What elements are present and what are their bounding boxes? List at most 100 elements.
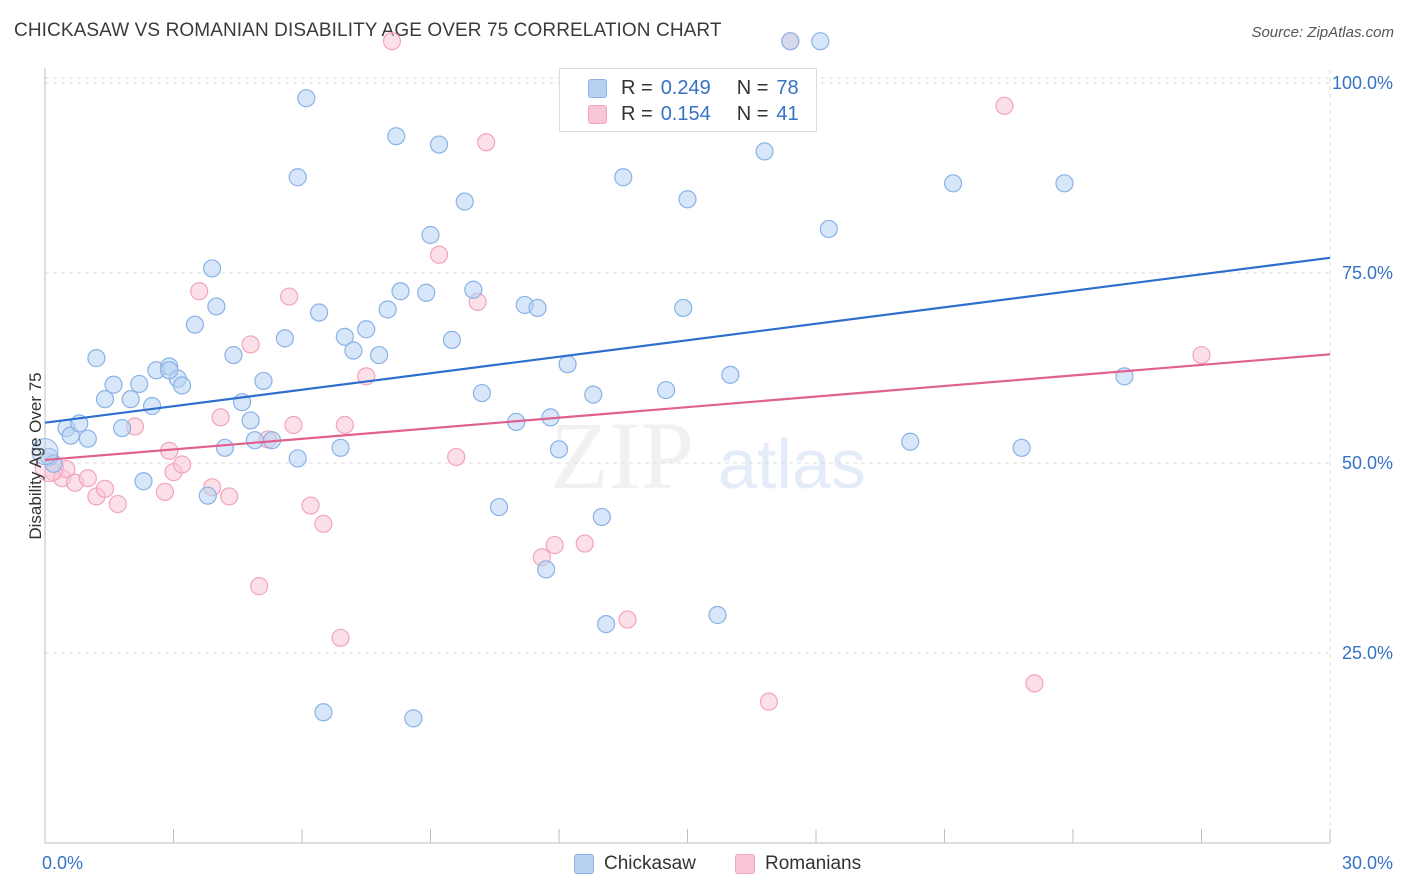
trend-lines: [44, 256, 1331, 462]
chickasaw-point: [215, 438, 234, 457]
chickasaw-point: [1012, 438, 1031, 457]
romanians-point: [220, 487, 239, 506]
romanians-point: [477, 133, 496, 152]
romanians-point: [250, 577, 269, 596]
n-label: N =: [736, 76, 769, 99]
romanians-point: [331, 628, 350, 647]
chickasaw-point: [656, 380, 676, 400]
chickasaw-n-value: 78: [776, 76, 799, 99]
romanians-point: [1025, 674, 1044, 693]
chickasaw-point: [160, 361, 179, 380]
chickasaw-point: [901, 432, 920, 451]
chickasaw-point: [592, 507, 611, 527]
chickasaw-point: [721, 365, 740, 384]
chickasaw-point: [297, 89, 316, 108]
romanians-point: [108, 494, 127, 514]
legend-row-romanians: R = 0.154 N = 41: [588, 102, 799, 126]
chickasaw-point: [254, 371, 273, 391]
chickasaw-point: [819, 219, 838, 239]
chickasaw-point: [357, 320, 376, 339]
romanians-point: [211, 408, 230, 427]
romanians-point: [335, 415, 354, 435]
chickasaw-point: [455, 192, 474, 211]
chickasaw-point: [78, 429, 97, 448]
chickasaw-point: [429, 135, 449, 154]
romanians-legend-swatch: [735, 854, 755, 874]
romanians-points: [34, 32, 1211, 711]
chickasaw-point: [207, 297, 226, 316]
y-tick-label: 100.0%: [1332, 73, 1393, 93]
r-label: R =: [621, 102, 653, 125]
romanians-n-value: 41: [776, 102, 799, 125]
chickasaw-point: [87, 349, 106, 368]
x-tick-label-right: 30.0%: [1342, 853, 1393, 873]
chickasaw-point: [537, 560, 556, 579]
chickasaw-point: [811, 32, 830, 51]
chickasaw-point: [464, 280, 483, 299]
chickasaw-swatch: [588, 78, 607, 98]
chickasaw-point: [130, 374, 149, 394]
chickasaw-point: [245, 431, 264, 450]
chickasaw-point: [95, 390, 115, 409]
chickasaw-point: [597, 615, 616, 634]
chickasaw-point: [331, 438, 350, 457]
chickasaw-point: [391, 282, 410, 301]
chickasaw-point: [528, 298, 547, 318]
romanians-point: [155, 482, 175, 501]
chickasaw-point: [198, 486, 217, 505]
chickasaw-point: [104, 375, 123, 394]
chickasaw-point: [134, 472, 153, 491]
chickasaw-point: [1055, 174, 1074, 193]
romanians-point: [1192, 345, 1211, 365]
y-tick-label: 75.0%: [1342, 263, 1393, 283]
chickasaw-point: [335, 327, 354, 346]
romanians-swatch: [588, 104, 607, 124]
romanians-point: [95, 479, 115, 498]
tick-labels: 25.0% 50.0% 75.0% 100.0% 0.0% 30.0%: [42, 73, 1393, 873]
chickasaw-point: [314, 703, 333, 722]
chickasaw-point: [344, 341, 363, 360]
chickasaw-point: [288, 449, 307, 468]
chickasaw-cluster-point: [31, 438, 59, 466]
chickasaw-point: [112, 418, 132, 438]
bottom-legend-romanians: Romanians: [735, 852, 861, 876]
romanians-trend-line: [44, 353, 1331, 462]
romanians-point: [545, 535, 564, 555]
watermark-atlas: atlas: [718, 425, 866, 503]
chickasaw-point: [421, 225, 440, 245]
chickasaw-point: [781, 32, 800, 51]
chickasaw-point: [472, 383, 491, 403]
romanians-point: [284, 415, 303, 435]
watermark: ZIP atlas: [550, 402, 866, 509]
chickasaw-point: [121, 390, 140, 409]
romanians-point: [280, 287, 299, 306]
y-tick-label: 25.0%: [1342, 643, 1393, 663]
chickasaw-r-value: 0.249: [660, 76, 711, 99]
chickasaw-point: [142, 396, 162, 416]
chart-title: CHICKASAW VS ROMANIAN DISABILITY AGE OVE…: [14, 20, 722, 41]
chickasaw-point: [442, 330, 462, 349]
romanians-point: [241, 335, 260, 354]
romanians-point: [314, 514, 333, 533]
romanians-point: [759, 692, 778, 711]
chickasaw-point: [674, 298, 693, 318]
n-label: N =: [736, 102, 769, 125]
chickasaw-point: [614, 168, 633, 187]
chickasaw-point: [404, 709, 423, 728]
legend-row-chickasaw: R = 0.249 N = 78: [588, 76, 799, 100]
chickasaw-point: [558, 355, 577, 374]
y-tick-label: 50.0%: [1342, 453, 1393, 473]
romanians-point: [618, 610, 637, 629]
chickasaw-legend-label: Chickasaw: [604, 853, 696, 874]
romanians-point: [575, 534, 594, 553]
chickasaw-point: [275, 329, 294, 348]
romanians-point: [78, 469, 97, 488]
romanians-legend-label: Romanians: [765, 853, 862, 874]
chickasaw-point: [202, 259, 222, 278]
chickasaw-point: [224, 345, 243, 365]
chickasaw-point: [678, 190, 697, 209]
romanians-r-value: 0.154: [660, 102, 711, 125]
chickasaw-point: [370, 345, 389, 365]
y-axis-label: Disability Age Over 75: [26, 372, 45, 540]
